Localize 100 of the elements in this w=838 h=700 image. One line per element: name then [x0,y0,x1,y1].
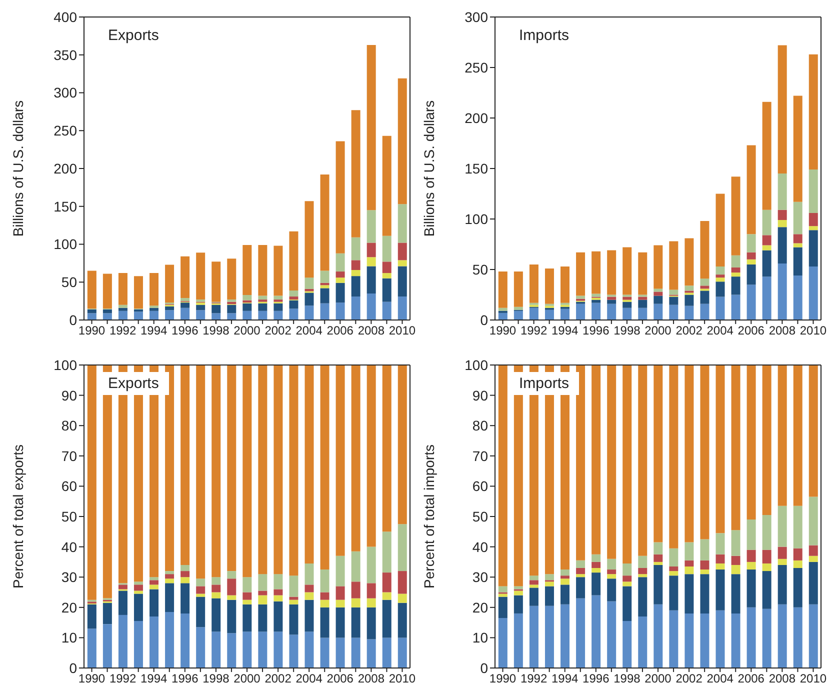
bar [654,604,663,668]
bar [560,578,570,585]
bar [669,296,678,305]
y-tick-label: 10 [472,630,488,646]
bar [808,230,818,266]
bar [700,574,710,614]
bar [212,592,221,598]
bar [684,574,694,614]
bar [150,580,159,585]
bar [607,574,616,579]
bar [336,586,345,600]
bar [258,303,268,311]
bar [762,276,772,320]
bar [165,578,174,584]
bar [731,294,740,320]
bar [398,571,407,594]
bar [498,365,508,586]
bar [762,245,772,250]
y-tick-label: 100 [54,356,78,373]
bar [778,558,787,565]
bar [746,145,756,234]
bar [274,365,283,574]
bar [716,282,725,297]
bar [242,632,252,668]
bar [576,577,586,598]
bar [731,564,740,574]
bar [576,568,586,574]
bar [778,564,787,604]
bar [351,551,360,582]
bar [731,574,740,614]
bar [320,570,330,592]
bar [351,296,360,320]
bar [180,298,190,302]
y-tick-label: 80 [472,418,488,434]
bar [793,365,802,506]
bar [762,102,772,210]
bar [227,600,236,634]
bar [242,245,252,296]
bar [808,365,818,497]
bar [716,278,725,282]
bar [684,306,694,320]
bar [382,532,392,573]
bar [808,604,818,668]
bar [320,592,330,600]
bar [669,304,678,320]
bar [576,598,586,668]
bar [398,524,407,572]
bar [560,576,570,579]
x-tick-label: 1990 [78,324,106,338]
bar [498,586,508,592]
bar [762,608,772,668]
bar [654,288,663,292]
x-tick-label: 2004 [706,672,734,686]
bar [731,613,740,668]
y-tick-label: 30 [472,569,488,586]
bar [808,545,818,556]
bar [366,607,376,640]
bar [304,600,314,632]
bar [320,288,330,304]
y-axis-title: Billions of U.S. dollars [420,100,437,237]
bar [514,595,523,614]
bar [560,266,570,303]
y-tick-label: 90 [472,387,488,404]
bar [607,558,616,570]
y-tick-label: 250 [54,122,78,139]
bar [242,604,252,632]
bar [196,578,206,586]
bar [336,253,345,272]
y-tick-label: 200 [54,160,78,176]
bar [165,264,174,303]
bar [382,262,392,274]
bar [196,252,206,300]
bar [592,554,601,562]
bar [607,304,616,320]
bar [134,584,143,591]
bar [716,554,725,564]
bar [382,592,392,600]
bar [227,633,236,668]
bar [289,576,298,597]
bar [576,296,586,299]
bar [87,604,96,629]
bar [498,272,508,308]
bar [196,304,206,310]
bar [212,598,221,632]
x-tick-label: 1996 [582,672,610,686]
bar [560,570,570,576]
y-tick-label: 10 [61,630,78,646]
bar [227,595,236,600]
bar [304,278,314,289]
bar [351,270,360,276]
text: Imports [509,24,580,47]
bar [274,601,283,632]
bar [622,621,632,668]
bar [242,600,252,604]
bar [576,252,586,296]
bar [118,308,128,311]
bar [289,231,298,290]
y-tick-label: 350 [54,46,78,63]
bar [382,236,392,262]
y-tick-label: 20 [472,599,488,616]
